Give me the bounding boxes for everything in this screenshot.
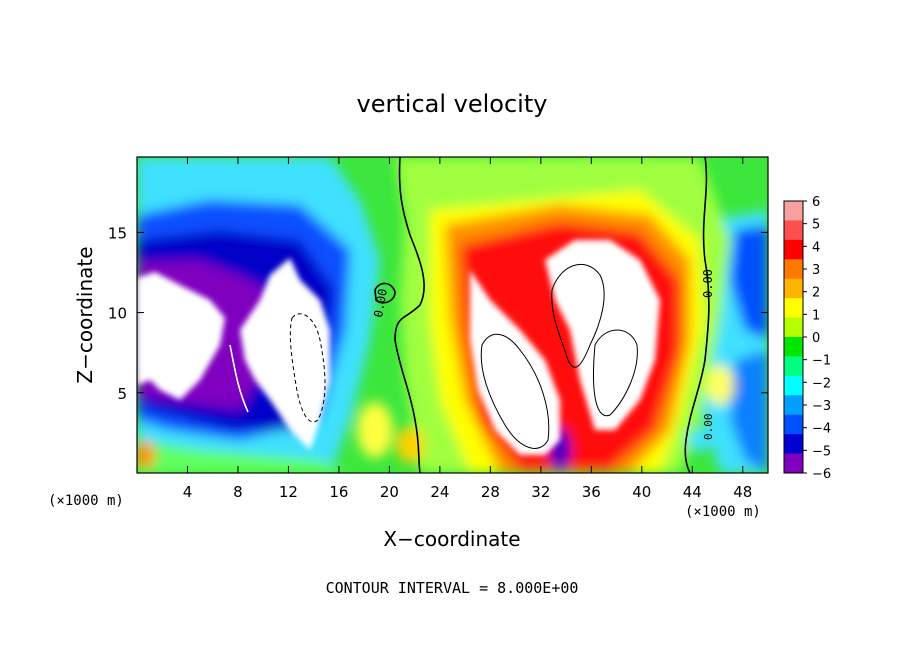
colorbar-swatch (784, 201, 803, 221)
colorbar-swatch (784, 259, 803, 280)
colorbar-swatch (784, 375, 803, 396)
colorbar-tick-label: 2 (812, 286, 820, 301)
x-tick-label: 44 (683, 483, 702, 501)
x-unit-label-bottom: (×1000 m) (685, 504, 761, 520)
colorbar-swatch (784, 356, 803, 377)
white-left-1 (137, 272, 225, 400)
x-tick-label: 24 (430, 483, 449, 501)
colorbar-swatch (784, 278, 803, 299)
field-blue-right2 (730, 350, 768, 473)
colorbar-swatch (784, 434, 803, 455)
contours (374, 157, 710, 473)
colorbar: 6 5 4 3 2 1 0 −1 −2 −3 −4 −5 −6 (783, 195, 831, 482)
contour-zero-right (684, 157, 710, 473)
colorbar-tick-label: −3 (812, 399, 831, 414)
field-blob-4 (706, 365, 734, 405)
x-unit-label: (×1000 m) (48, 493, 124, 509)
x-tick-label: 20 (380, 483, 399, 501)
colorbar-tick-label: 1 (812, 308, 820, 323)
y-tick-label: 15 (108, 224, 127, 242)
x-tick-label: 12 (279, 483, 298, 501)
colorbar-tick-label: −4 (812, 422, 831, 437)
colorbar-swatch (784, 337, 803, 357)
colorbar-tick-label: −6 (812, 467, 831, 482)
colorbar-tick-label: −2 (812, 376, 831, 391)
x-tick-label: 8 (233, 483, 243, 501)
x-tick-label: 16 (329, 483, 348, 501)
contour-inner-3 (592, 329, 638, 417)
colorbar-swatch (784, 239, 803, 260)
x-tick-label: 40 (632, 483, 651, 501)
x-axis: 4 8 12 16 20 24 28 32 36 40 44 48 (183, 157, 752, 501)
contour-interval-note: CONTOUR INTERVAL = 8.000E+00 (326, 579, 579, 597)
colorbar-swatch (784, 453, 803, 474)
white-center-left (470, 270, 560, 455)
contour-label-3: 0.00 (702, 414, 715, 441)
contour-inner-1 (480, 333, 550, 449)
field-blue-right (730, 225, 768, 340)
colorbar-swatch (784, 395, 803, 416)
contours-white (229, 344, 249, 413)
x-axis-label: X−coordinate (383, 527, 520, 551)
colorbar-tick-label: 0 (812, 331, 820, 346)
colorbar-tick-label: −5 (812, 444, 831, 459)
field-bottom-left (137, 440, 350, 473)
velocity-field (137, 157, 768, 473)
colorbar-tick-label: −1 (812, 354, 831, 369)
colorbar-swatch (784, 298, 803, 319)
x-tick-label: 36 (582, 483, 601, 501)
contour-white-1 (229, 344, 249, 413)
colorbar-tick-label: 3 (812, 263, 820, 278)
contour-zero-left (394, 157, 425, 473)
plot-area: 0.00 0.00 0.00 (137, 157, 768, 473)
field-blob-1 (357, 402, 393, 458)
x-tick-label: 28 (481, 483, 500, 501)
contour-dashed-1 (289, 313, 326, 423)
white-left-2 (240, 258, 330, 450)
field-blob-5 (688, 428, 712, 452)
x-tick-label: 48 (733, 483, 752, 501)
contour-small-left (374, 282, 396, 304)
x-tick-label: 4 (183, 483, 193, 501)
contour-inner-2 (551, 263, 605, 368)
contours-dashed (289, 313, 326, 423)
colorbar-tick-label: 6 (812, 195, 820, 210)
colorbar-swatch (784, 317, 803, 338)
colorbar-swatch (784, 220, 803, 241)
plot-frame (136, 156, 769, 474)
colorbar-tick-label: 5 (812, 218, 820, 233)
colorbar-swatch (784, 414, 803, 435)
contour-label-2: 0.00 (701, 269, 715, 298)
field-blob-3 (137, 441, 155, 469)
chart-title: vertical velocity (357, 90, 548, 118)
colorbar-tick-label: 4 (812, 240, 820, 255)
x-tick-label: 32 (531, 483, 550, 501)
y-tick-label: 10 (108, 305, 127, 323)
y-axis: 5 10 15 (108, 224, 768, 403)
contour-label-1: 0.00 (371, 288, 390, 319)
y-tick-label: 5 (117, 385, 127, 403)
y-axis-label: Z−coordinate (73, 246, 97, 383)
contours-thin (480, 263, 638, 449)
field-blob-2 (396, 427, 424, 463)
